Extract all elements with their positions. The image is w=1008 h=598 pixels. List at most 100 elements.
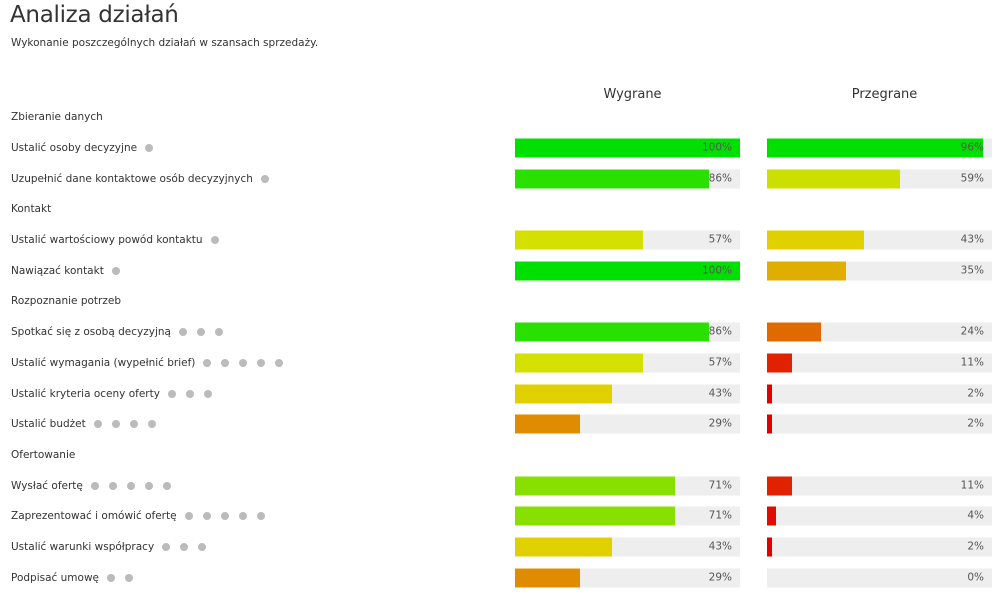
label-text: Ustalić wymagania (wypełnić brief)	[11, 356, 196, 369]
dot-icon[interactable]	[260, 174, 269, 183]
activity-label: Ustalić wartościowy powód kontaktu	[11, 234, 219, 246]
activity-row: 100% 35% Nawiązać kontakt	[0, 255, 1008, 286]
section-label: Kontakt	[11, 203, 51, 215]
lost-progress-bar: 0%	[767, 568, 992, 588]
label-text: Ustalić kryteria oceny oferty	[11, 387, 160, 400]
won-progress-bar: 71%	[515, 506, 740, 526]
step-dots	[86, 420, 156, 429]
step-dots	[253, 174, 269, 183]
dot-icon[interactable]	[144, 481, 153, 490]
won-percent: 71%	[708, 479, 732, 492]
lost-percent: 4%	[967, 509, 984, 522]
dot-icon[interactable]	[257, 358, 266, 367]
dot-icon[interactable]	[203, 389, 212, 398]
lost-bar-fill	[767, 138, 983, 158]
dot-icon[interactable]	[93, 420, 102, 429]
dot-icon[interactable]	[202, 512, 211, 521]
dot-icon[interactable]	[145, 144, 154, 153]
dot-icon[interactable]	[107, 573, 115, 582]
dot-icon[interactable]	[111, 266, 120, 275]
section-header: Ofertowanie	[0, 440, 1008, 471]
dot-icon[interactable]	[239, 358, 248, 367]
section-header: Zbieranie danych	[0, 102, 1008, 133]
label-text: Ustalić osoby decyzyjne	[11, 142, 138, 155]
activity-label: Wysłać ofertę	[11, 480, 171, 492]
lost-bar-fill	[767, 414, 772, 434]
won-progress-bar: 57%	[515, 353, 740, 373]
lost-progress-bar: 11%	[767, 476, 992, 496]
lost-progress-bar: 2%	[767, 384, 992, 404]
lost-percent: 11%	[960, 356, 984, 369]
won-percent: 29%	[708, 417, 732, 430]
dot-icon[interactable]	[125, 573, 133, 582]
won-bar-fill	[515, 476, 675, 496]
activity-label: Nawiązać kontakt	[11, 265, 120, 277]
lost-progress-bar: 35%	[767, 261, 992, 281]
label-text: Nawiązać kontakt	[11, 264, 104, 277]
won-progress-bar: 43%	[515, 384, 740, 404]
step-dots	[171, 328, 223, 337]
dot-icon[interactable]	[167, 389, 176, 398]
activity-row: 86% 59% Uzupełnić dane kontaktowe osób dec…	[0, 163, 1008, 194]
activity-label: Ustalić budżet	[11, 418, 156, 430]
dot-icon[interactable]	[180, 542, 189, 551]
activity-row: 29% 0% Podpisać umowę	[0, 562, 1008, 593]
lost-bar-fill	[767, 230, 864, 250]
activity-label: Zaprezentować i omówić ofertę	[11, 510, 265, 522]
dot-icon[interactable]	[178, 328, 187, 337]
won-percent: 57%	[708, 233, 732, 246]
activity-label: Spotkać się z osobą decyzyjną	[11, 326, 223, 338]
lost-bar-fill	[767, 384, 772, 404]
step-dots	[203, 236, 219, 245]
dot-icon[interactable]	[162, 481, 171, 490]
dot-icon[interactable]	[256, 512, 265, 521]
lost-bar-fill	[767, 261, 846, 281]
won-progress-bar: 86%	[515, 322, 740, 342]
won-bar-fill	[515, 169, 709, 189]
dot-icon[interactable]	[275, 358, 284, 367]
dot-icon[interactable]	[220, 512, 229, 521]
dot-icon[interactable]	[90, 481, 99, 490]
won-progress-bar: 43%	[515, 537, 740, 557]
activity-label: Uzupełnić dane kontaktowe osób decyzyjny…	[11, 173, 269, 185]
dot-icon[interactable]	[108, 481, 117, 490]
won-progress-bar: 100%	[515, 138, 740, 158]
dot-icon[interactable]	[147, 420, 156, 429]
activity-label: Ustalić kryteria oceny oferty	[11, 388, 212, 400]
dot-icon[interactable]	[184, 512, 193, 521]
label-text: Ustalić wartościowy powód kontaktu	[11, 234, 203, 247]
dot-icon[interactable]	[210, 236, 219, 245]
lost-percent: 59%	[960, 172, 984, 185]
dot-icon[interactable]	[162, 542, 171, 551]
dot-icon[interactable]	[198, 542, 207, 551]
label-text: Wysłać ofertę	[11, 479, 83, 492]
label-text: Ustalić budżet	[11, 418, 86, 431]
won-progress-bar: 86%	[515, 169, 740, 189]
activity-row: 29% 2% Ustalić budżet	[0, 409, 1008, 440]
dot-icon[interactable]	[111, 420, 120, 429]
won-bar-fill	[515, 414, 581, 434]
label-text: Kontakt	[11, 203, 52, 216]
dot-icon[interactable]	[203, 358, 212, 367]
activity-list: Zbieranie danych 100% 96% Ustalić osoby dec…	[0, 102, 1008, 593]
won-bar-fill	[515, 261, 740, 281]
label-text: Zaprezentować i omówić ofertę	[11, 510, 177, 523]
activity-label: Podpisać umowę	[11, 572, 133, 584]
activity-row: 43% 2% Ustalić kryteria oceny oferty	[0, 378, 1008, 409]
lost-progress-bar: 43%	[767, 230, 992, 250]
won-percent: 100%	[701, 264, 732, 277]
section-header: Rozpoznanie potrzeb	[0, 286, 1008, 317]
dot-icon[interactable]	[238, 512, 247, 521]
dot-icon[interactable]	[196, 328, 205, 337]
dot-icon[interactable]	[214, 328, 223, 337]
activity-row: 43% 2% Ustalić warunki współpracy	[0, 532, 1008, 563]
activity-label: Ustalić osoby decyzyjne	[11, 142, 154, 155]
dot-icon[interactable]	[185, 389, 194, 398]
label-text: Rozpoznanie potrzeb	[11, 295, 121, 308]
step-dots	[160, 389, 212, 398]
activity-label: Ustalić wymagania (wypełnić brief)	[11, 356, 284, 369]
dot-icon[interactable]	[126, 481, 135, 490]
label-text: Uzupełnić dane kontaktowe osób decyzyjny…	[11, 172, 253, 185]
dot-icon[interactable]	[221, 358, 230, 367]
dot-icon[interactable]	[129, 420, 138, 429]
